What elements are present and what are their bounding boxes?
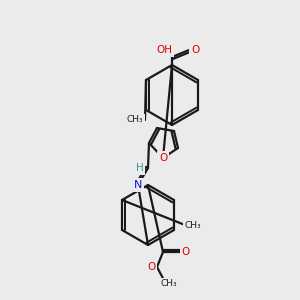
Text: O: O	[147, 262, 155, 272]
Text: OH: OH	[156, 45, 172, 55]
Text: O: O	[191, 45, 199, 55]
Text: O: O	[159, 153, 167, 163]
Text: H: H	[136, 163, 144, 173]
Text: CH₃: CH₃	[127, 116, 143, 124]
Text: CH₃: CH₃	[185, 220, 201, 230]
Text: O: O	[182, 247, 190, 257]
Text: N: N	[134, 180, 142, 190]
Text: CH₃: CH₃	[161, 280, 177, 289]
